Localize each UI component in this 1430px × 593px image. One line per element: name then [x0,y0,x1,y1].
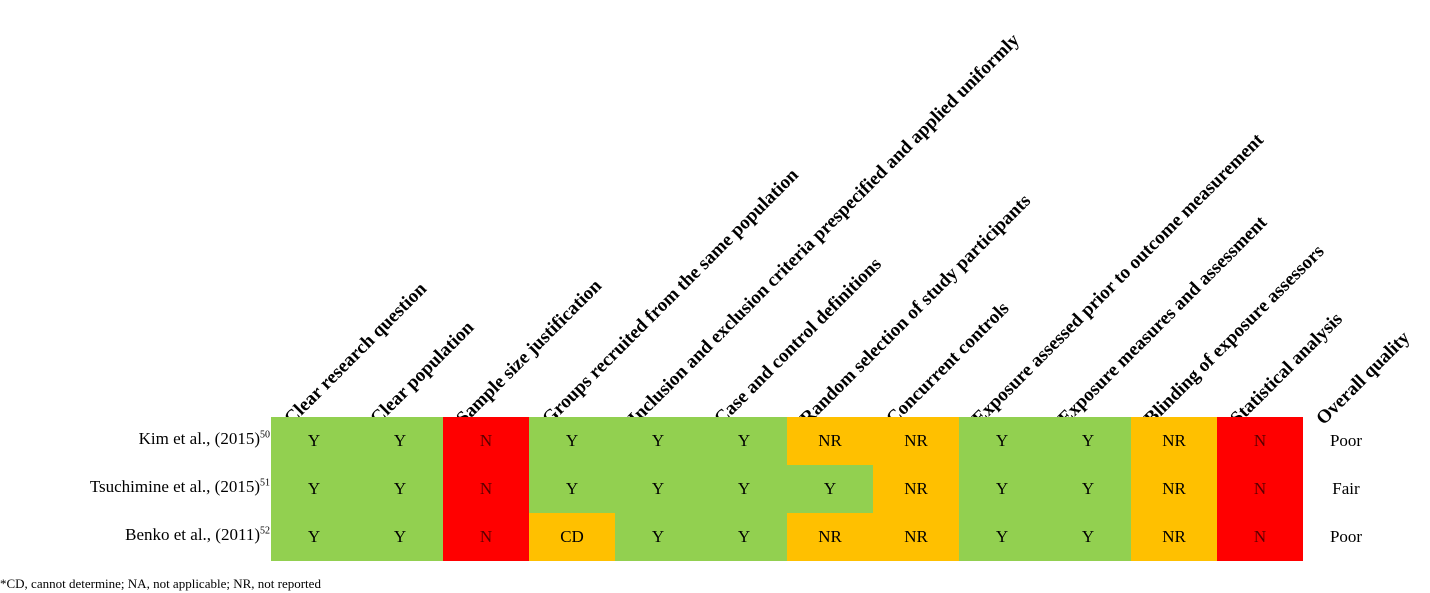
column-header: Overall quality [1312,327,1415,430]
rating-cell: Y [615,513,701,561]
rating-cell: NR [873,465,959,513]
column-header: Case and control definitions [710,253,886,430]
column-header: Exposure assessed prior to outcome measu… [968,129,1268,430]
rating-cell: N [1217,513,1303,561]
rating-cell: N [443,513,529,561]
rating-cell: Y [271,465,357,513]
rating-cell: Y [701,417,787,465]
reference-number: 50 [260,429,270,441]
rating-cell: Y [529,417,615,465]
rating-cell: Y [959,465,1045,513]
row-label: Tsuchimine et al., (2015)51 [90,477,270,497]
column-header: Sample size justification [452,275,606,430]
study-name: Kim et al., (2015) [138,429,260,448]
row-label: Kim et al., (2015)50 [139,429,270,449]
rating-cell: NR [1131,465,1217,513]
rating-cell: Y [529,465,615,513]
rating-cell: N [443,465,529,513]
rating-cell: NR [873,417,959,465]
rating-cell: NR [1131,417,1217,465]
rating-cell: N [443,417,529,465]
rating-cell: Y [959,513,1045,561]
rating-cell: Y [701,513,787,561]
study-name: Benko et al., (2011) [125,525,260,544]
rating-cell: Y [615,417,701,465]
rating-cell: Y [357,513,443,561]
row-label: Benko et al., (2011)52 [125,525,270,545]
footnote: *CD, cannot determine; NA, not applicabl… [0,576,321,591]
rating-cell: NR [873,513,959,561]
rating-cell: CD [529,513,615,561]
rating-cell: Y [357,417,443,465]
rating-cell: Y [1045,465,1131,513]
rating-cell: NR [1131,513,1217,561]
rating-cell: NR [787,513,873,561]
overall-quality-value: Poor [1329,431,1363,450]
overall-quality-value: Poor [1329,527,1363,546]
rating-cell: Y [701,465,787,513]
rating-cell: NR [787,417,873,465]
rating-cell: Y [271,513,357,561]
rating-cell: N [1217,417,1303,465]
rating-cell: Y [1045,513,1131,561]
rating-cell: Y [787,465,873,513]
rating-cell: Y [615,465,701,513]
column-header: Clear research question [280,278,431,430]
rating-cell: Y [357,465,443,513]
column-header: Blinding of exposure assessors [1140,240,1329,430]
overall-quality-value: Fair [1332,479,1360,498]
rating-cell: Y [271,417,357,465]
column-header: Inclusion and exclusion criteria prespec… [624,29,1024,430]
rating-cell: Y [1045,417,1131,465]
rating-cell: N [1217,465,1303,513]
rating-cell: Y [959,417,1045,465]
study-name: Tsuchimine et al., (2015) [89,477,260,496]
reference-number: 51 [260,477,270,489]
reference-number: 52 [260,525,270,537]
